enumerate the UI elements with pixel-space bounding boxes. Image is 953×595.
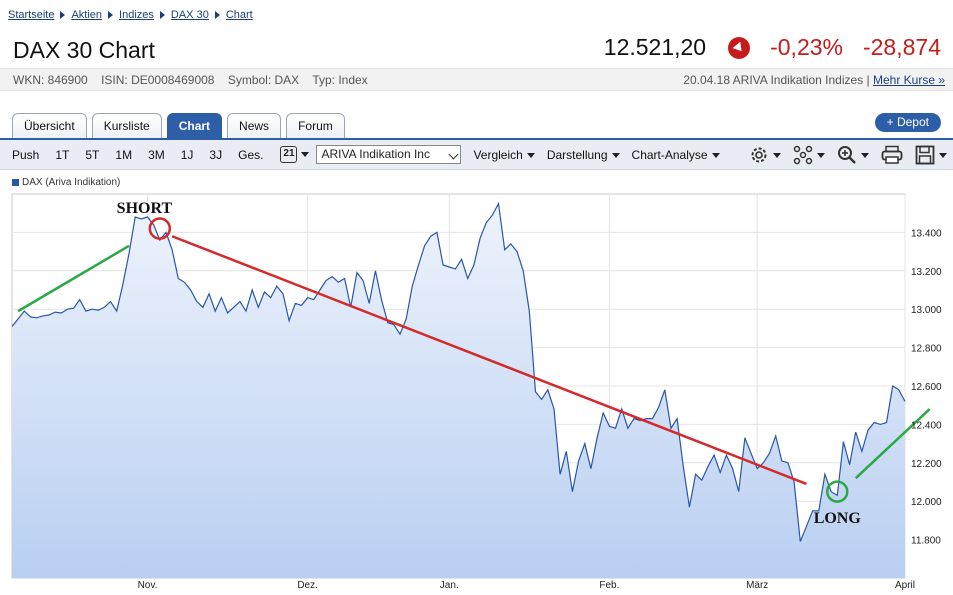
chevron-down-icon[interactable] [301,152,310,157]
quote-source: 20.04.18 ARIVA Indikation Indizes | [683,73,873,87]
breadcrumb-link-aktien[interactable]: Aktien [71,9,103,21]
page-title: DAX 30 Chart [13,37,155,63]
range-3j-button[interactable]: 3J [209,147,223,162]
menu-chart-analyse[interactable]: Chart-Analyse [632,148,720,162]
tab-news[interactable]: News [227,113,282,138]
tab-bar: Übersicht Kursliste Chart News Forum [12,113,345,138]
short-marker-circle [148,217,172,240]
change-absolute: -28,874 [862,34,941,60]
x-tick-label: März [746,580,768,591]
zoom-icon[interactable] [837,145,869,165]
legend-label: DAX (Ariva Indikation) [22,177,121,188]
menu-darstellung[interactable]: Darstellung [547,148,620,162]
x-tick-label: Dez. [297,580,318,591]
chevron-right-icon [108,11,114,19]
chevron-right-icon [214,11,220,19]
chevron-down-icon [773,152,781,158]
chart-legend: DAX (Ariva Indikation) [12,177,120,188]
y-tick-label: 13.200 [911,267,942,278]
more-quotes-link[interactable]: Mehr Kurse » [872,73,945,87]
chart-toolbar: Push 1T 5T 1M 3M 1J 3J Ges. 21 ARIVA Ind… [0,138,953,170]
gear-icon[interactable] [749,145,781,165]
y-tick-label: 12.600 [911,382,942,393]
x-tick-label: April [895,580,915,591]
uptrend-line-2 [854,408,931,480]
range-5t-button[interactable]: 5T [85,147,100,162]
breadcrumb-link-indizes[interactable]: Indizes [119,9,154,21]
breadcrumb-link-startseite[interactable]: Startseite [8,9,55,21]
print-icon[interactable] [881,145,903,165]
symbol-label: Symbol: DAX [227,73,300,87]
menu-chart-analyse-label: Chart-Analyse [631,147,708,162]
data-source-select[interactable]: ARIVA Indikation Inc [316,145,462,164]
range-1j-button[interactable]: 1J [180,147,194,162]
y-tick-label: 11.800 [911,536,941,547]
range-1t-button[interactable]: 1T [55,147,70,162]
uptrend-line-1 [17,244,130,313]
chevron-down-icon [711,152,720,158]
chevron-right-icon [159,11,165,19]
calendar-icon[interactable]: 21 [280,146,298,163]
tab-chart[interactable]: Chart [166,113,223,138]
chevron-down-icon [861,152,869,158]
change-percent: -0,23% [770,34,843,60]
chevron-down-icon [526,152,535,158]
series-area-fill [12,203,905,578]
breadcrumb: Startseite Aktien Indizes DAX 30 Chart [8,9,253,21]
y-tick-label: 12.000 [911,497,942,508]
short-label: SHORT [117,200,173,217]
y-tick-label: 13.000 [911,305,942,316]
downtrend-line [171,235,807,486]
add-to-depot-button[interactable]: + Depot [874,113,941,132]
range-3m-button[interactable]: 3M [148,147,165,162]
data-source-value: ARIVA Indikation Inc [321,147,430,161]
chevron-down-icon [611,152,620,158]
x-tick-label: Jan. [440,580,459,591]
menu-vergleich[interactable]: Vergleich [473,147,535,162]
long-marker-circle [826,480,849,503]
chevron-down-icon [449,149,459,160]
chevron-down-icon [939,152,947,158]
network-icon[interactable] [793,145,825,165]
current-price: 12.521,20 [603,34,707,60]
chevron-down-icon [817,152,825,158]
save-icon[interactable] [915,145,947,165]
y-tick-label: 12.400 [911,420,942,431]
long-label: LONG [814,510,862,527]
security-meta-bar: WKN: 846900 ISIN: DE0008469008 Symbol: D… [0,68,953,91]
down-arrow-icon [728,36,751,59]
range-1m-button[interactable]: 1M [115,147,133,162]
menu-darstellung-label: Darstellung [546,147,608,162]
isin-label: ISIN: DE0008469008 [101,73,215,87]
dax-chart[interactable]: SHORT LONG Nov. Dez. Jan. Feb. März April 13.4… [0,187,953,595]
breadcrumb-link-dax30[interactable]: DAX 30 [170,9,209,21]
menu-vergleich-label: Vergleich [473,147,523,162]
wkn-label: WKN: 846900 [13,73,88,87]
tab-uebersicht[interactable]: Übersicht [12,113,87,138]
chevron-right-icon [60,11,66,19]
y-tick-label: 12.800 [911,344,942,355]
quote-summary: 12.521,20 -0,23% -28,874 [604,34,941,61]
tool-icon-group [749,140,947,170]
range-push-button[interactable]: Push [12,147,40,162]
tab-forum[interactable]: Forum [286,113,345,138]
legend-swatch [12,179,19,186]
y-tick-label: 12.200 [911,459,942,470]
range-ges-button[interactable]: Ges. [238,147,264,162]
breadcrumb-link-chart[interactable]: Chart [225,9,253,21]
type-label: Typ: Index [312,73,368,87]
x-tick-label: Nov. [138,580,158,591]
x-tick-label: Feb. [599,580,619,591]
tab-kursliste[interactable]: Kursliste [91,113,162,138]
y-tick-label: 13.400 [911,228,942,239]
